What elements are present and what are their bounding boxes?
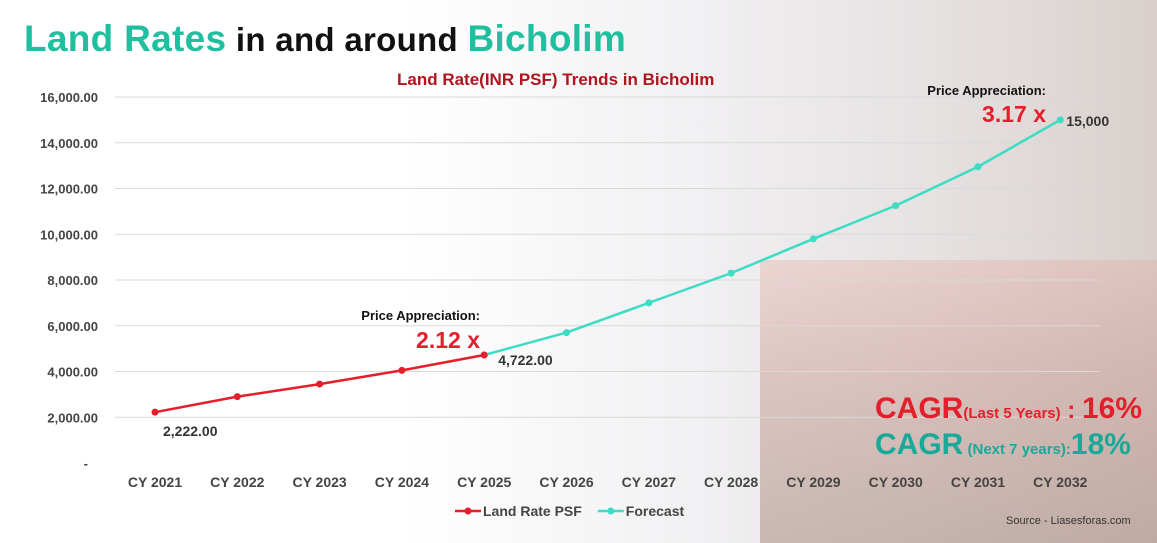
x-tick-label: CY 2028	[704, 474, 758, 490]
x-tick-label: CY 2025	[457, 474, 511, 490]
x-tick-label: CY 2032	[1033, 474, 1087, 490]
data-point	[892, 202, 900, 210]
data-point	[809, 235, 817, 243]
annotation-label: Price Appreciation:	[361, 308, 480, 323]
data-label: 2,222.00	[163, 423, 218, 439]
legend-label: Forecast	[626, 503, 685, 519]
x-tick-label: CY 2027	[622, 474, 676, 490]
title-part: Land Rates	[24, 18, 227, 59]
y-tick-label: 6,000.00	[47, 319, 98, 334]
x-tick-label: CY 2031	[951, 474, 1005, 490]
y-tick-label: 8,000.00	[47, 273, 98, 288]
data-point	[480, 351, 488, 359]
cagr-period: (Next 7 years):	[963, 441, 1071, 458]
cagr-next: CAGR (Next 7 years):18%	[875, 428, 1131, 462]
page-title: Land Rates in and around Bicholim	[24, 18, 626, 60]
annotation-value: 3.17 x	[982, 101, 1046, 127]
y-tick-label: 4,000.00	[47, 365, 98, 380]
chart-title: Land Rate(INR PSF) Trends in Bicholim	[397, 70, 715, 89]
y-tick-label: 12,000.00	[40, 182, 98, 197]
x-tick-label: CY 2030	[869, 474, 923, 490]
source-note: Source - Liasesforas.com	[1006, 515, 1131, 527]
x-tick-label: CY 2023	[292, 474, 346, 490]
x-tick-label: CY 2021	[128, 474, 182, 490]
data-label: 4,722.00	[498, 352, 553, 368]
y-tick-label: 16,000.00	[40, 90, 98, 105]
data-point	[1056, 116, 1064, 124]
cagr-sep: :	[1060, 397, 1082, 424]
data-point	[727, 269, 735, 277]
legend-marker	[607, 507, 615, 515]
data-point	[645, 299, 653, 307]
cagr-value: 18%	[1070, 428, 1131, 461]
legend-label: Land Rate PSF	[483, 503, 582, 519]
y-tick-label: -	[84, 456, 88, 471]
data-point	[151, 408, 159, 416]
x-tick-label: CY 2029	[786, 474, 840, 490]
title-part: Bicholim	[467, 18, 627, 59]
background-photo	[760, 260, 1157, 543]
data-point	[563, 329, 570, 337]
annotation-label: Price Appreciation:	[927, 83, 1046, 98]
data-point	[974, 163, 982, 171]
data-point	[398, 366, 406, 374]
title-part: in and around	[226, 21, 468, 58]
series-line-forecast	[483, 118, 1061, 357]
y-tick-label: 2,000.00	[47, 410, 98, 425]
cagr-period: (Last 5 Years)	[963, 405, 1061, 422]
cagr-label: CAGR	[875, 428, 964, 461]
cagr-value: 16%	[1081, 392, 1142, 425]
data-point	[233, 393, 241, 401]
y-tick-label: 10,000.00	[40, 227, 98, 242]
data-label: 15,000	[1066, 113, 1109, 129]
x-tick-label: CY 2022	[210, 474, 264, 490]
annotation-value: 2.12 x	[416, 327, 480, 353]
y-tick-label: 14,000.00	[40, 136, 98, 151]
legend-marker	[464, 507, 472, 515]
cagr-past: CAGR(Last 5 Years) : 16%	[875, 392, 1142, 426]
x-tick-label: CY 2026	[539, 474, 593, 490]
cagr-label: CAGR	[875, 392, 964, 425]
data-point	[316, 380, 324, 388]
x-tick-label: CY 2024	[375, 474, 429, 490]
